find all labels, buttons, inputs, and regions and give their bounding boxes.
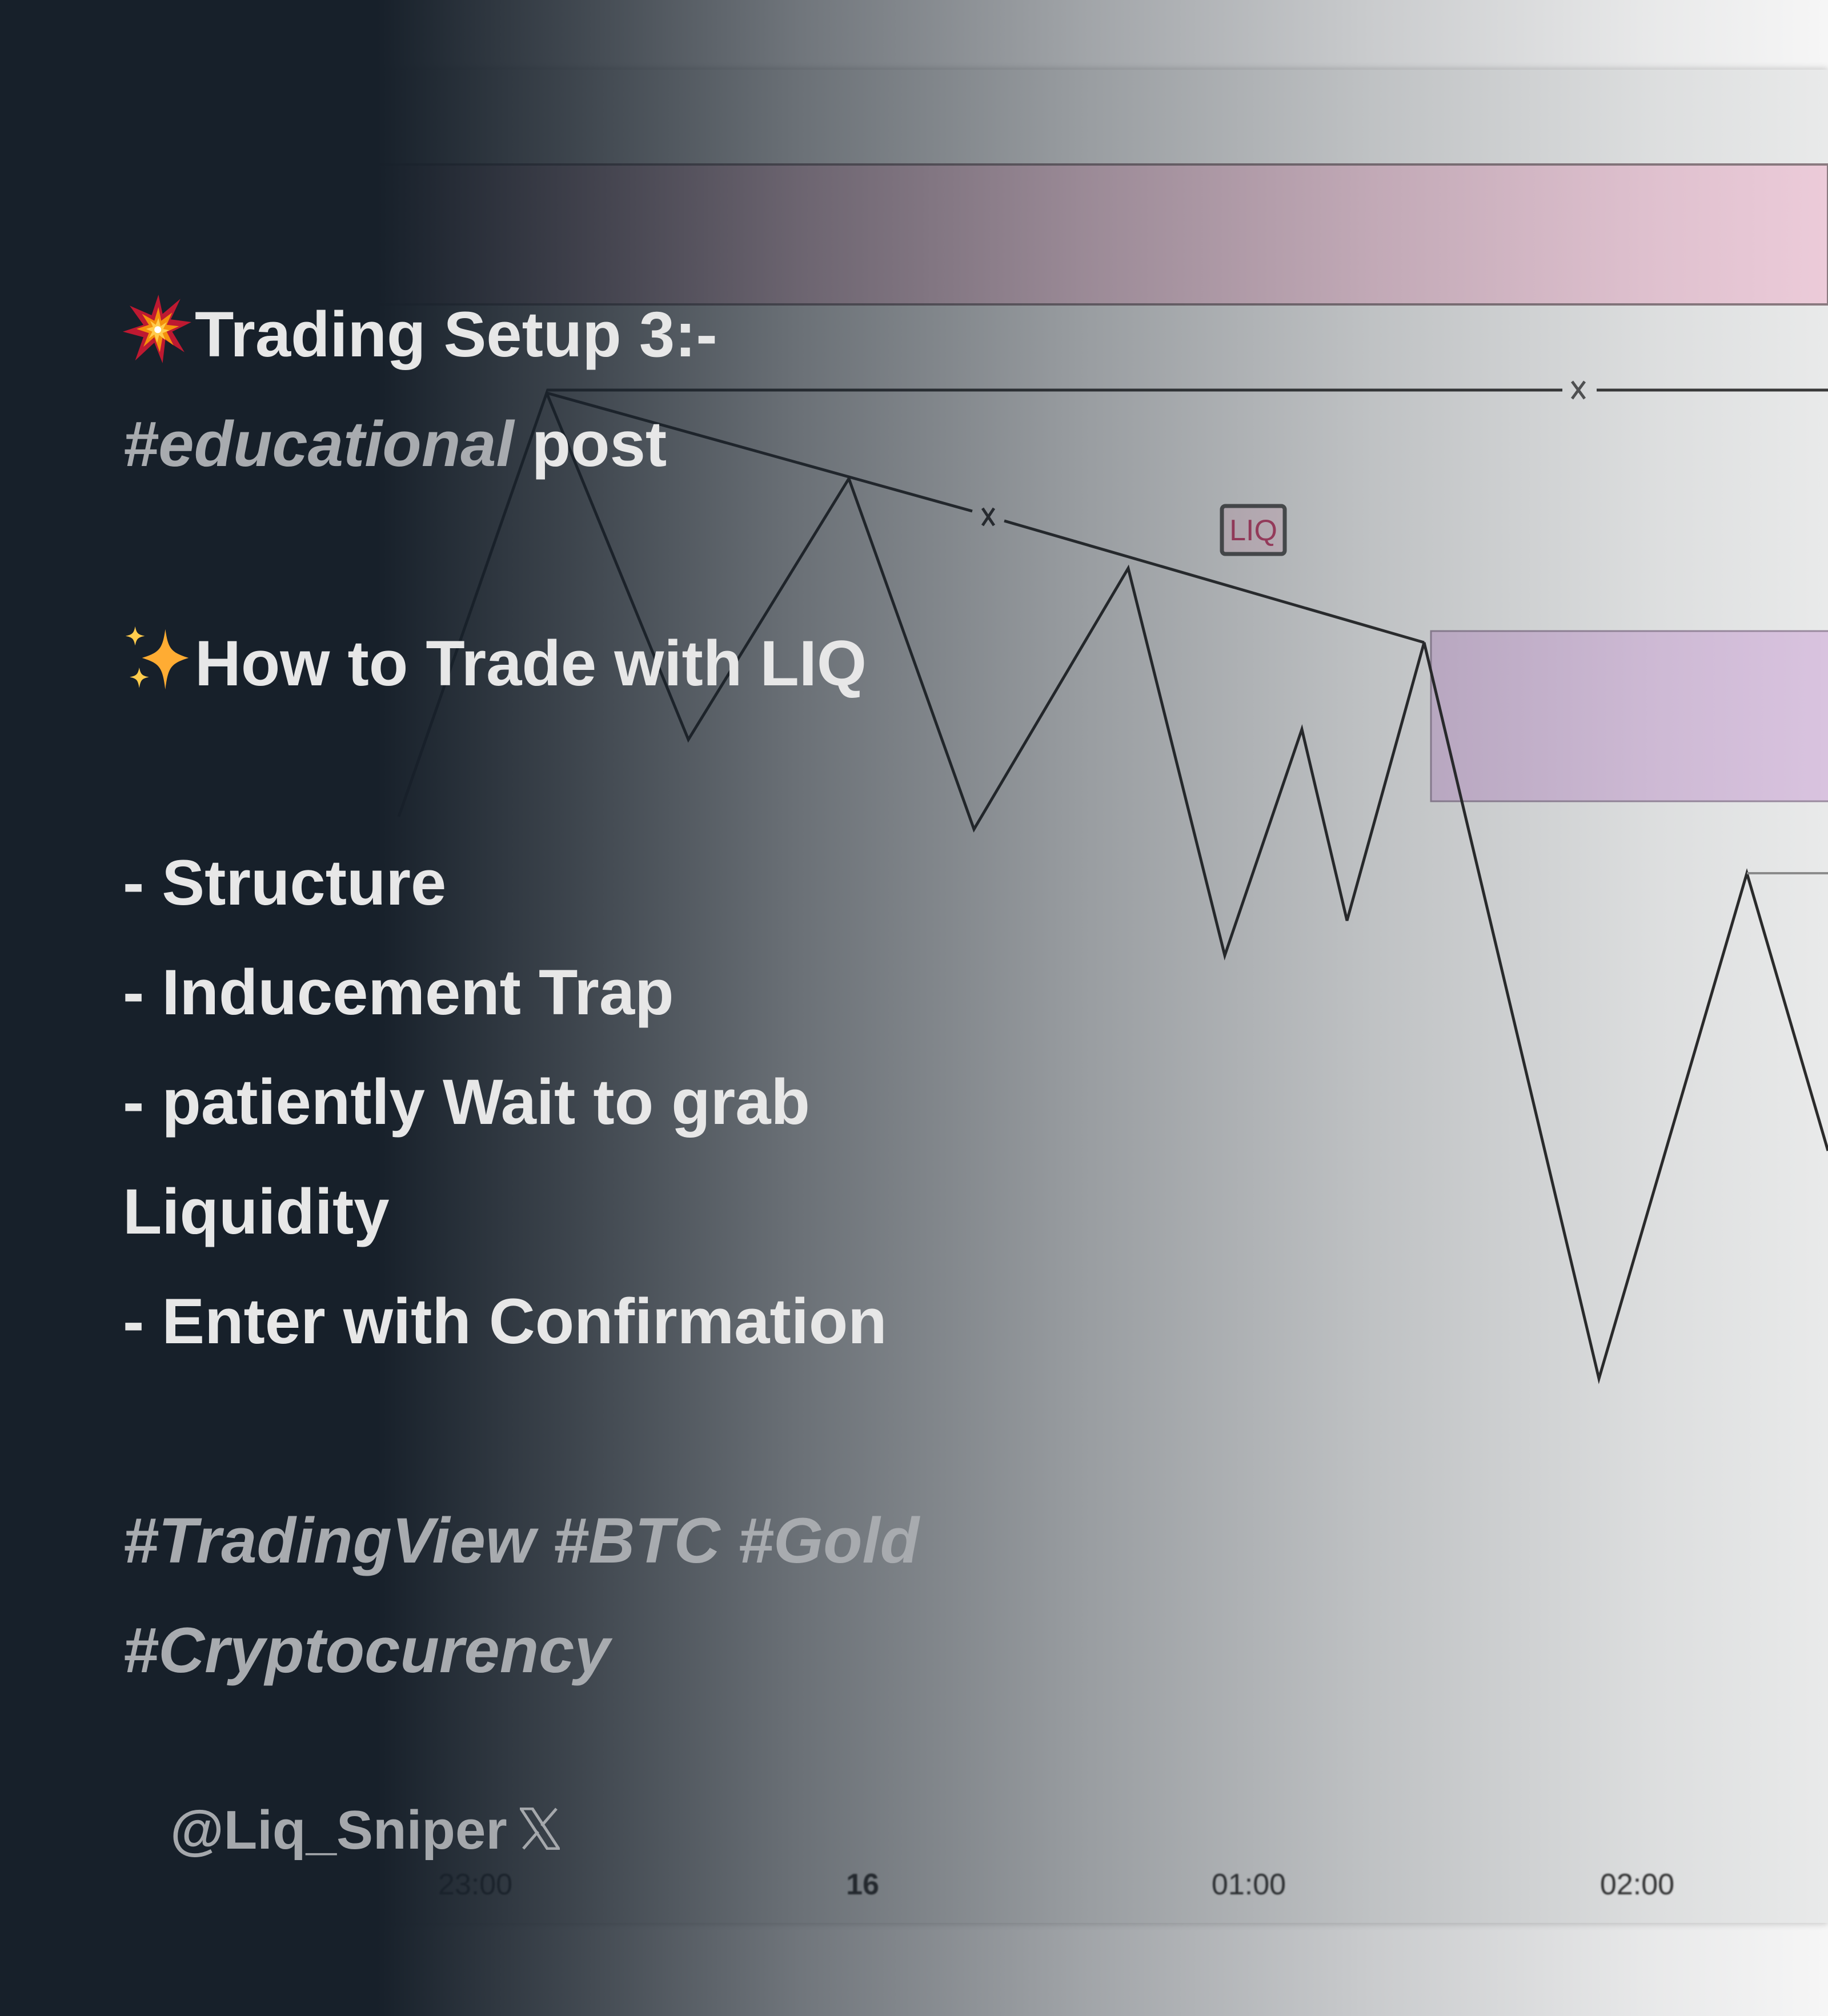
post-heading: How to Trade with LIQ [123,609,867,718]
x-tick-label: 01:00 [1211,1868,1286,1901]
post-subtitle: #educational post [123,389,667,499]
x-marker-icon [981,507,996,527]
x-tick-label: 23:00 [438,1868,513,1901]
liq-label: LIQ [1220,504,1287,556]
post-heading-text: How to Trade with LIQ [195,628,867,699]
author-handle-text: @Liq_Sniper [170,1800,507,1861]
x-tick-label: 16 [846,1868,879,1901]
bullet-item: - Inducement Trap [123,957,674,1028]
author-handle[interactable]: @Liq_Sniper [170,1799,560,1862]
x-tick-label: 02:00 [1600,1868,1675,1901]
x-marker-icon [1570,380,1586,400]
post-subtitle-text: post [514,408,667,480]
post-title-text: Trading Setup 3:- [195,299,717,370]
collision-icon [123,295,191,363]
hashtags-line[interactable]: #TradingView #BTC #Gold [123,1505,920,1576]
hashtag-educational[interactable]: #educational [123,408,514,480]
post-title: Trading Setup 3:- [123,280,717,389]
price-swing-line [397,388,1828,1384]
bullet-item-continuation: Liquidity [123,1176,390,1247]
bullet-item: - Structure [123,847,447,918]
x-logo-icon [519,1808,560,1850]
order-block-zone [1430,630,1828,802]
descending-trendline-2 [1004,519,1425,644]
svg-text:LIQ: LIQ [1229,514,1277,547]
hashtags-line[interactable]: #Cryptocurency [123,1615,610,1686]
sparkles-icon [125,626,189,690]
bullet-item: - patiently Wait to grab [123,1066,810,1138]
bullet-item: - Enter with Confirmation [123,1286,887,1357]
